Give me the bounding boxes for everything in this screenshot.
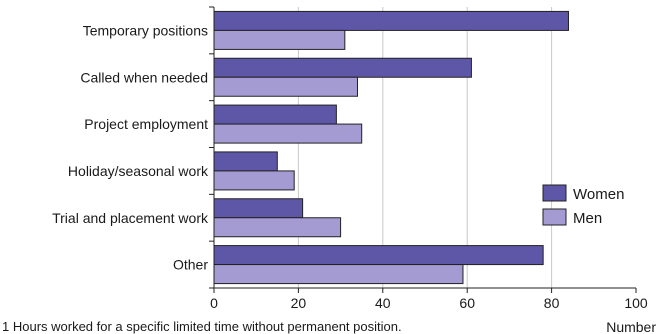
legend-label-men: Men — [573, 210, 602, 227]
x-tick-label: 100 — [624, 295, 648, 311]
bar-women-1 — [213, 57, 472, 78]
x-tick-label: 60 — [459, 295, 475, 311]
legend-swatch-women — [542, 184, 567, 202]
bars — [213, 10, 569, 285]
bar-men-3 — [213, 170, 295, 191]
bar-men-5 — [213, 264, 464, 285]
x-tick-label: 80 — [544, 295, 560, 311]
bar-women-2 — [213, 104, 337, 125]
legend-label-women: Women — [573, 186, 624, 203]
bar-women-5 — [213, 245, 544, 266]
category-label: Holiday/seasonal work — [68, 163, 209, 179]
grid-lines — [297, 7, 553, 288]
bar-women-0 — [213, 10, 569, 31]
category-label: Other — [173, 257, 208, 273]
legend: Women Men — [542, 184, 624, 227]
category-label: Temporary positions — [83, 22, 208, 38]
axes — [209, 6, 637, 293]
x-tick-label: 0 — [210, 295, 218, 311]
x-tick-labels: 0 20 40 60 80 100 — [210, 295, 648, 311]
x-tick-label: 40 — [375, 295, 391, 311]
footnote: 1 Hours worked for a specific limited ti… — [2, 319, 402, 334]
bar-men-1 — [213, 76, 358, 97]
bar-women-3 — [213, 151, 278, 172]
bar-men-2 — [213, 123, 363, 144]
legend-swatch-men — [542, 208, 567, 226]
category-labels: Temporary positions Called when needed Pro… — [52, 22, 209, 272]
category-label: Project employment — [84, 116, 208, 132]
bar-men-4 — [213, 217, 342, 238]
x-axis-label: Number — [606, 319, 656, 334]
bar-women-4 — [213, 198, 304, 219]
x-tick-label: 20 — [291, 295, 307, 311]
bar-men-0 — [213, 29, 346, 50]
category-label: Trial and placement work — [52, 210, 209, 226]
category-label: Called when needed — [80, 69, 208, 85]
